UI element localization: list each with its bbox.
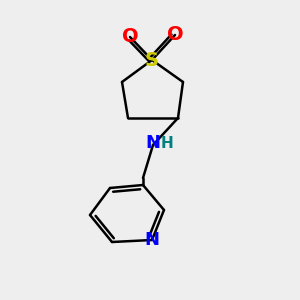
Text: O: O xyxy=(122,28,138,46)
Text: N: N xyxy=(145,231,160,249)
Text: O: O xyxy=(167,26,183,44)
Text: S: S xyxy=(145,50,159,70)
Text: H: H xyxy=(160,136,173,151)
Text: N: N xyxy=(146,134,160,152)
